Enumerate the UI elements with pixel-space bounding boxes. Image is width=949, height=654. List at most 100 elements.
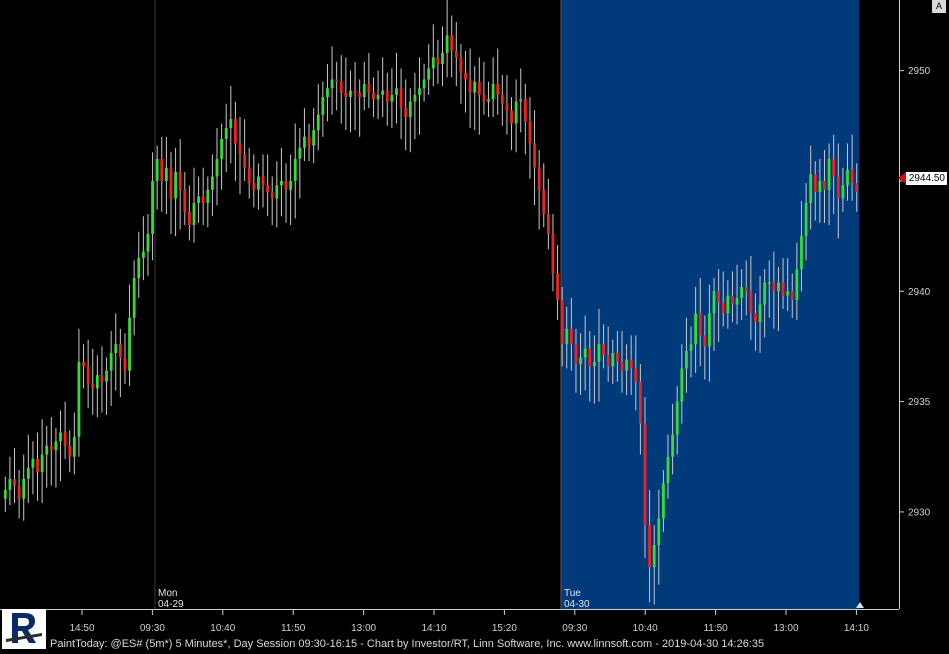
candle-down bbox=[551, 233, 555, 274]
auto-scale-button[interactable]: A bbox=[932, 0, 946, 13]
time-tick-label: 13:00 bbox=[351, 623, 376, 634]
candle-down bbox=[754, 313, 757, 323]
time-tick-label: 10:40 bbox=[210, 623, 235, 634]
candle-up bbox=[473, 81, 477, 93]
candle-up bbox=[804, 203, 808, 237]
candle-up bbox=[708, 313, 711, 347]
candle-down bbox=[450, 35, 454, 51]
candle-down bbox=[63, 432, 67, 446]
last-price-arrow-icon bbox=[898, 172, 906, 184]
candle-up bbox=[740, 286, 744, 298]
candle-up bbox=[763, 282, 767, 305]
candle-up bbox=[767, 282, 771, 284]
candle-down bbox=[344, 92, 348, 98]
candle-down bbox=[118, 344, 122, 358]
candle-down bbox=[620, 361, 624, 371]
candle-up bbox=[625, 359, 628, 371]
candle-up bbox=[418, 88, 421, 95]
candle-up bbox=[349, 90, 352, 98]
candle-down bbox=[823, 180, 826, 190]
candle-down bbox=[234, 119, 237, 144]
candle-down bbox=[187, 211, 191, 226]
candle-up bbox=[735, 297, 739, 305]
candle-down bbox=[560, 300, 564, 345]
candle-up bbox=[141, 251, 145, 259]
time-axis[interactable]: 14:50 09:30 10:40 11:50 13:00 14:10 15:20 09:30… bbox=[69, 609, 869, 634]
candle-up bbox=[298, 147, 302, 159]
investor-rt-logo bbox=[2, 609, 46, 649]
candle-up bbox=[413, 94, 417, 102]
candle-up bbox=[95, 375, 99, 389]
candle-up bbox=[611, 353, 615, 367]
candle-down bbox=[500, 94, 504, 104]
candle-down bbox=[615, 353, 619, 362]
candle-down bbox=[86, 366, 90, 384]
candle-up bbox=[841, 185, 845, 199]
candle-down bbox=[505, 103, 509, 111]
candle-down bbox=[123, 357, 127, 371]
candle-down bbox=[602, 344, 605, 356]
candle-down bbox=[270, 191, 274, 199]
candle-down bbox=[634, 368, 638, 382]
candle-up bbox=[565, 328, 569, 345]
candle-down bbox=[588, 348, 592, 367]
candle-down bbox=[266, 185, 270, 192]
candle-up bbox=[59, 432, 62, 442]
candle-up bbox=[809, 174, 813, 203]
candle-up bbox=[800, 236, 803, 270]
candle-down bbox=[717, 291, 721, 303]
candle-up bbox=[105, 370, 108, 382]
candle-down bbox=[537, 167, 541, 190]
candle-up bbox=[293, 158, 297, 181]
candle-up bbox=[726, 295, 730, 314]
candle-down bbox=[744, 286, 748, 292]
candle-down bbox=[252, 183, 256, 190]
candle-down bbox=[261, 176, 265, 186]
candle-up bbox=[280, 180, 283, 186]
candle-up bbox=[362, 83, 366, 98]
candle-down bbox=[477, 81, 481, 95]
candle-down bbox=[353, 90, 357, 93]
candle-down bbox=[790, 291, 794, 301]
candle-down bbox=[243, 154, 247, 168]
candle-up bbox=[441, 52, 444, 64]
candle-up bbox=[146, 233, 150, 252]
candle-up bbox=[795, 269, 799, 301]
candle-up bbox=[592, 361, 596, 367]
candle-down bbox=[643, 423, 647, 526]
candle-down bbox=[82, 361, 85, 367]
candle-down bbox=[569, 328, 573, 345]
candle-up bbox=[689, 344, 693, 351]
scroll-end-marker[interactable] bbox=[856, 602, 864, 608]
candle-down bbox=[496, 83, 500, 95]
candle-down bbox=[542, 189, 546, 215]
candle-up bbox=[376, 94, 380, 100]
candle-down bbox=[648, 525, 652, 568]
candle-down bbox=[855, 183, 859, 192]
candle-up bbox=[215, 158, 219, 177]
candle-down bbox=[100, 375, 104, 382]
candle-down bbox=[404, 108, 408, 117]
candle-up bbox=[257, 176, 260, 190]
candle-up bbox=[666, 456, 670, 484]
candle-down bbox=[284, 180, 288, 190]
candle-up bbox=[408, 101, 412, 117]
price-tick-label: 2950 bbox=[908, 66, 931, 77]
candle-down bbox=[721, 302, 725, 314]
candle-up bbox=[680, 368, 684, 402]
candle-up bbox=[303, 136, 306, 148]
candle-down bbox=[339, 81, 343, 93]
candle-down bbox=[183, 189, 187, 212]
candle-down bbox=[528, 121, 532, 144]
candle-up bbox=[210, 176, 214, 190]
candle-up bbox=[275, 185, 279, 199]
candle-up bbox=[26, 467, 30, 479]
candle-up bbox=[137, 258, 141, 279]
candle-up bbox=[662, 483, 665, 519]
price-axis[interactable]: 29302935294029452950 bbox=[899, 66, 931, 518]
candle-up bbox=[427, 68, 431, 80]
time-tick-label: 10:40 bbox=[633, 623, 658, 634]
candle-down bbox=[850, 169, 854, 184]
candle-up bbox=[192, 203, 196, 226]
